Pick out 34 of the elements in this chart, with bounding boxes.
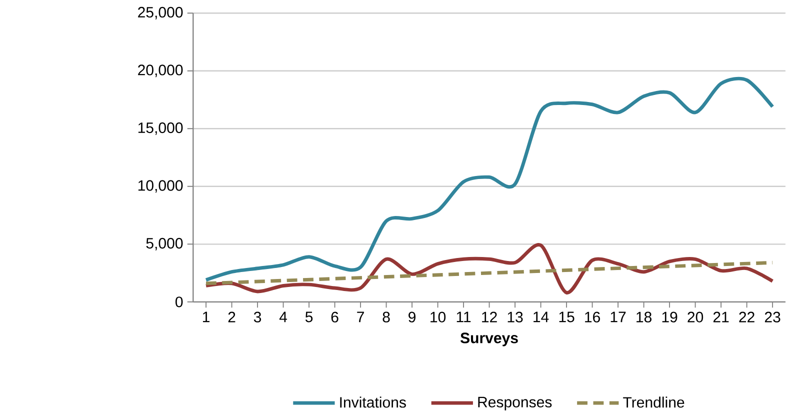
x-tick-label: 9 <box>408 312 416 322</box>
x-tick-label: 1 <box>202 312 210 322</box>
x-tick-label: 3 <box>254 312 262 322</box>
x-tick-label: 16 <box>585 312 600 322</box>
x-tick-label: 8 <box>382 312 390 322</box>
x-tick-label: 4 <box>279 312 288 322</box>
x-tick-label: 12 <box>482 312 497 322</box>
x-tick-label: 2 <box>228 312 236 322</box>
y-tick-label: 5,000 <box>146 238 183 250</box>
x-tick-label: 19 <box>662 312 678 322</box>
x-tick-label: 20 <box>688 312 704 322</box>
x-tick-label: 18 <box>636 312 652 322</box>
x-tick-label: 6 <box>331 312 338 322</box>
x-tick-label: 15 <box>559 312 574 322</box>
y-tick-label: 25,000 <box>138 6 183 20</box>
legend-label: Responses <box>478 397 552 410</box>
x-tick-label: 11 <box>456 312 471 322</box>
x-tick-label: 17 <box>610 312 626 322</box>
y-tick-label: 0 <box>175 296 183 308</box>
x-tick-label: 5 <box>305 312 313 322</box>
line-series <box>204 243 774 294</box>
x-tick-label: 23 <box>764 312 780 322</box>
x-tick-label: 21 <box>713 312 729 322</box>
y-tick-label: 15,000 <box>138 122 183 135</box>
x-tick-label: 22 <box>739 312 754 322</box>
y-tick-label: 10,000 <box>138 180 183 193</box>
y-tick-label: 20,000 <box>138 64 183 78</box>
legend-label: Trendline <box>623 396 684 408</box>
legend-label: Invitations <box>340 396 406 408</box>
x-tick-label: 10 <box>430 312 446 322</box>
x-tick-label: 13 <box>508 312 523 322</box>
x-axis-title: Surveys <box>460 332 518 346</box>
x-tick-label: 7 <box>357 312 364 322</box>
x-tick-label: 14 <box>534 312 549 322</box>
